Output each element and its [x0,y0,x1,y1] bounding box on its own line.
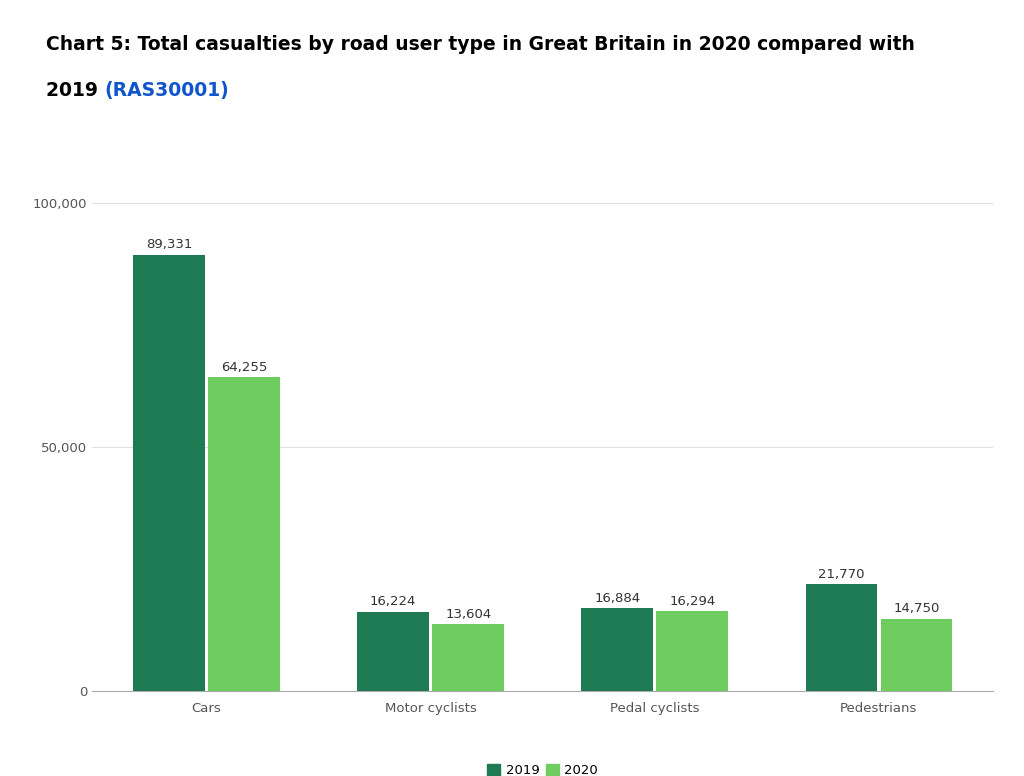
Text: 16,224: 16,224 [370,595,417,608]
Text: 16,884: 16,884 [594,592,640,605]
Text: 89,331: 89,331 [145,238,193,251]
Bar [656,611,728,691]
Bar [432,624,504,691]
Text: Chart 5: Total casualties by road user type in Great Britain in 2020 compared wi: Chart 5: Total casualties by road user t… [46,35,915,54]
Bar [133,255,205,691]
Legend: 2019, 2020: 2019, 2020 [482,759,603,776]
Bar [357,611,429,691]
Bar [806,584,878,691]
Text: (RAS30001): (RAS30001) [104,81,229,100]
Text: 16,294: 16,294 [670,594,716,608]
Bar [208,377,280,691]
Text: 21,770: 21,770 [818,568,864,581]
Bar [582,608,653,691]
Text: 14,750: 14,750 [893,602,940,615]
Text: 13,604: 13,604 [445,608,492,621]
Text: 2019: 2019 [46,81,104,100]
Bar [881,618,952,691]
Text: 64,255: 64,255 [221,361,267,374]
